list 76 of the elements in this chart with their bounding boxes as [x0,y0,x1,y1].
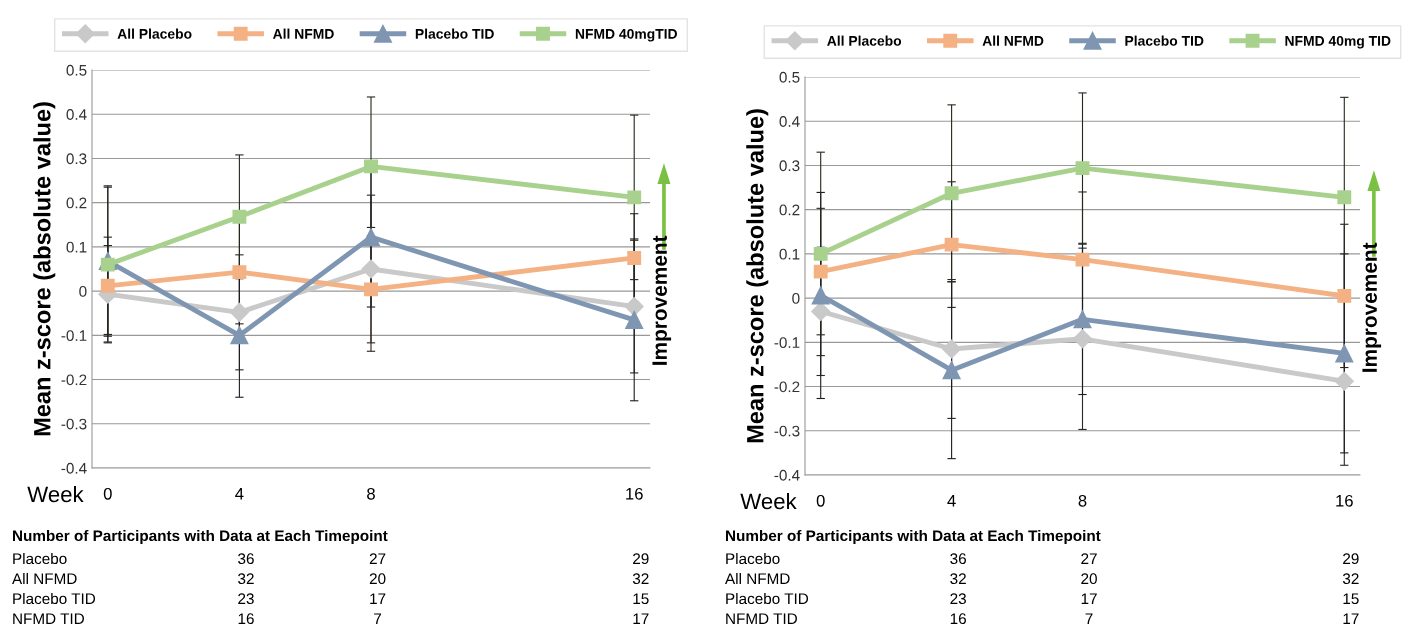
text: Placebo [726,552,780,565]
text: Improvement [1362,242,1382,372]
text: Improvement [652,235,672,365]
y-tick-label: 0 [79,285,87,297]
y-tick-label: -0.3 [61,418,87,430]
y-tick-label: 0.4 [779,116,800,127]
x-tick-label: 4 [235,488,244,500]
text: 36 [238,553,254,565]
x-tick-label: 0 [816,494,825,507]
legend-label: All NFMD [982,35,1044,46]
text: 16 [238,613,254,625]
text: 32 [1342,573,1359,585]
text: 17 [370,593,386,604]
y-tick-label: -0.4 [774,469,800,481]
y-tick-label: 0.1 [779,248,800,260]
text: NFMD TID [726,613,797,624]
y-axis-title: Mean z-score (absolute value) [33,102,56,436]
text: 29 [633,553,649,565]
legend-label: All NFMD [272,28,334,39]
text: 20 [1081,573,1097,585]
legend-label: NFMD 40mgTID [575,28,677,42]
text: 17 [1081,593,1097,604]
text: 23 [950,593,966,605]
y-tick-label: -0.2 [774,381,800,393]
legend-label: All Placebo [117,28,192,39]
text: 15 [633,593,649,605]
text: 27 [1081,553,1097,564]
x-tick-label: 0 [103,487,112,500]
y-tick-label: 0.2 [66,197,87,209]
y-tick-label: -0.3 [774,425,800,437]
y-tick-label: -0.1 [61,330,87,342]
y-tick-label: 0.1 [66,241,87,253]
y-tick-label: 0 [792,292,800,304]
x-tick-label: 8 [1078,494,1087,507]
text: Number of Participants with Data at Each Timepoint [726,529,1101,545]
x-tick-label: 16 [1336,494,1353,507]
y-tick-label: -0.2 [61,374,87,386]
y-axis-title: Mean z-score (absolute value) [746,109,769,443]
legend-label: NFMD 40mg TID [1285,35,1391,49]
x-axis-title: Week [740,492,797,510]
text: 29 [1343,553,1359,565]
x-tick-label: 8 [367,487,375,500]
legend-label: All Placebo [827,35,902,46]
legend-label: Placebo TID [1125,35,1204,46]
x-axis-title: Week [27,485,84,503]
x-tick-label: 16 [626,487,643,500]
text: 27 [369,553,386,564]
y-tick-label: -0.1 [774,337,800,349]
y-tick-label: 0.5 [779,71,800,83]
text: 15 [1343,593,1359,605]
y-tick-label: 0.3 [779,160,800,172]
y-tick-label: 0.2 [779,204,800,216]
y-tick-label: 0.5 [66,64,87,76]
text: Placebo TID [13,592,96,605]
y-tick-label: -0.4 [61,462,87,474]
y-tick-label: 0.4 [66,109,87,120]
text: All NFMD [725,572,790,584]
text: Number of Participants with Data at Each Timepoint [13,529,388,545]
text: 7 [1085,613,1093,624]
text: 17 [633,613,649,624]
text: 36 [950,553,966,565]
text: 16 [950,613,966,625]
text: All NFMD [12,572,77,584]
x-tick-label: 4 [947,495,956,507]
text: 17 [1343,613,1359,624]
text: 20 [369,573,386,585]
text: Placebo TID [726,592,809,605]
text: 32 [238,573,254,585]
text: 7 [374,613,382,624]
y-tick-label: 0.3 [66,153,87,165]
text: 32 [632,573,649,585]
text: NFMD TID [13,613,84,624]
legend-label: Placebo TID [415,28,494,39]
text: 23 [238,593,254,605]
text: 32 [950,573,966,585]
text: Placebo [13,552,67,565]
